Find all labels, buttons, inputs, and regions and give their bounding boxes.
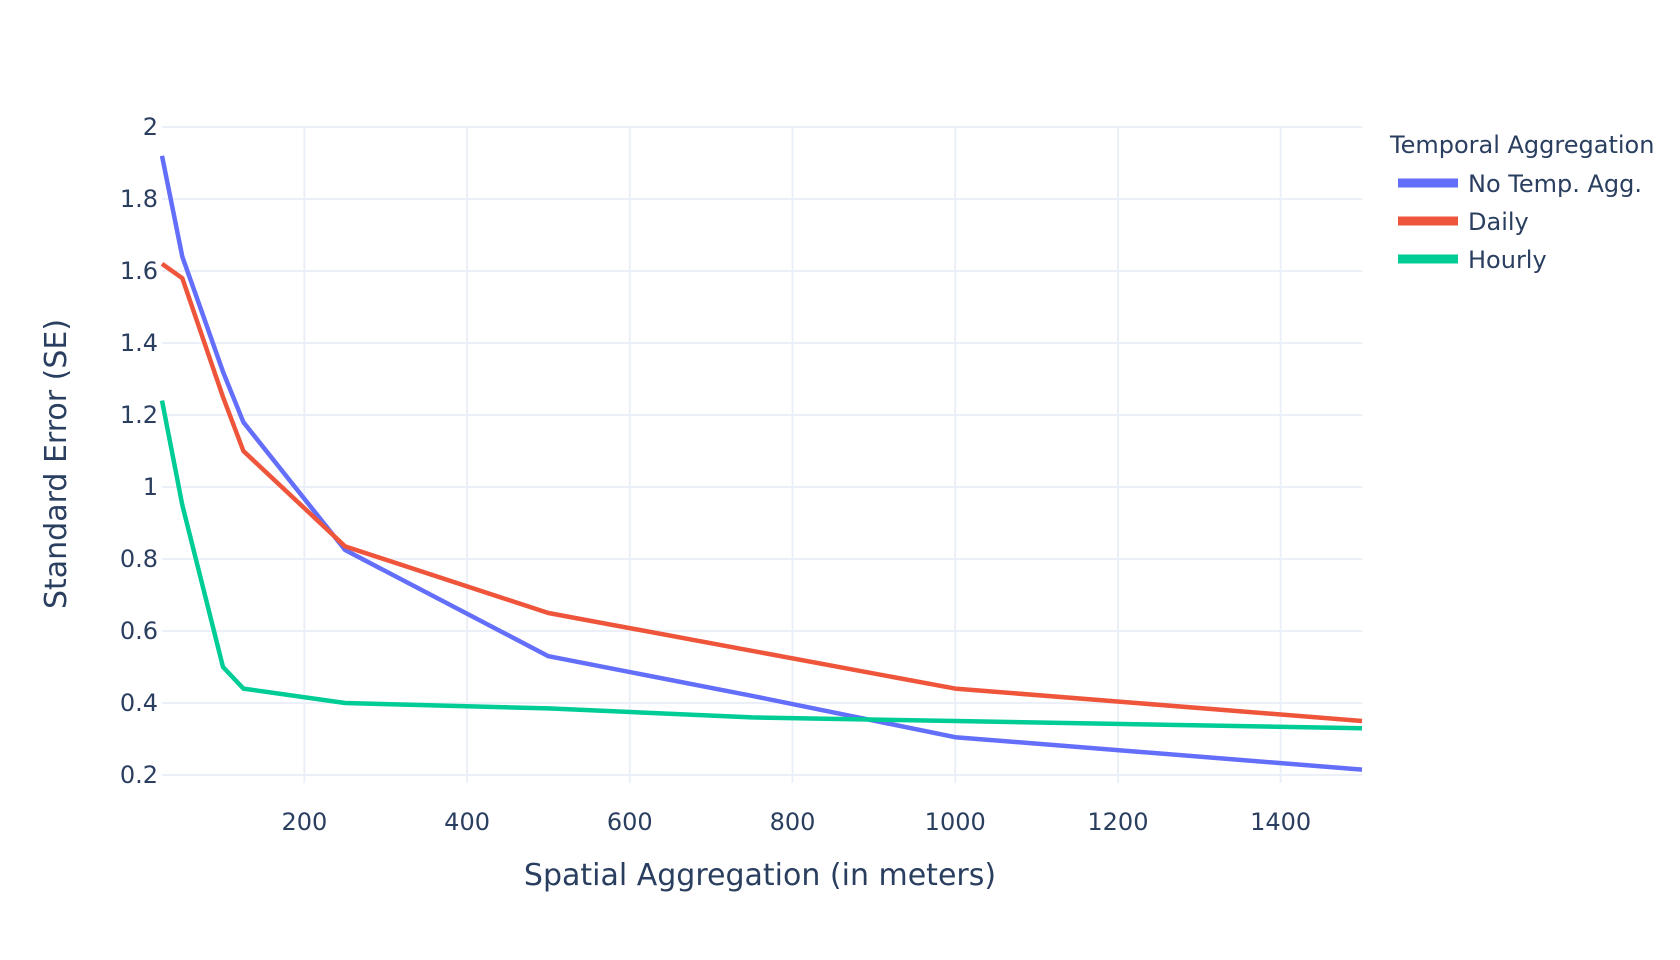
y-tick-label: 0.6 xyxy=(120,617,158,645)
legend-label: Daily xyxy=(1468,208,1529,236)
legend-label: Hourly xyxy=(1468,246,1547,274)
y-axis-ticks: 0.2 0.4 0.6 0.8 1 1.2 1.4 1.6 1.8 2 xyxy=(120,113,158,789)
series-lines xyxy=(159,155,1363,772)
legend-title: Temporal Aggregation xyxy=(1389,131,1654,159)
legend-item[interactable]: Hourly xyxy=(1398,246,1547,274)
legend: Temporal Aggregation No Temp. Agg. Daily H… xyxy=(1389,131,1654,274)
legend-item[interactable]: Daily xyxy=(1398,208,1529,236)
y-tick-label: 1 xyxy=(143,473,158,501)
x-tick-label: 1200 xyxy=(1087,808,1148,836)
series-line xyxy=(159,155,1363,772)
grid-lines xyxy=(162,126,1362,783)
x-axis-title: Spatial Aggregation (in meters) xyxy=(524,858,996,893)
y-tick-label: 1.6 xyxy=(120,257,158,285)
y-tick-label: 0.2 xyxy=(120,761,158,789)
x-tick-label: 800 xyxy=(770,808,816,836)
legend-label: No Temp. Agg. xyxy=(1468,170,1642,198)
x-tick-label: 1000 xyxy=(925,808,986,836)
x-tick-label: 600 xyxy=(607,808,653,836)
y-tick-label: 1.2 xyxy=(120,401,158,429)
y-tick-label: 2 xyxy=(143,113,158,141)
x-axis-ticks: 200 400 600 800 1000 1200 1400 xyxy=(281,808,1311,836)
y-tick-label: 1.4 xyxy=(120,329,158,357)
y-tick-label: 0.4 xyxy=(120,689,158,717)
x-tick-label: 400 xyxy=(444,808,490,836)
x-tick-label: 1400 xyxy=(1250,808,1311,836)
y-tick-label: 1.8 xyxy=(120,185,158,213)
legend-item[interactable]: No Temp. Agg. xyxy=(1398,170,1642,198)
series-line xyxy=(159,400,1363,731)
series-line xyxy=(160,261,1363,724)
y-tick-label: 0.8 xyxy=(120,545,158,573)
y-axis-title: Standard Error (SE) xyxy=(39,319,74,609)
x-tick-label: 200 xyxy=(281,808,327,836)
